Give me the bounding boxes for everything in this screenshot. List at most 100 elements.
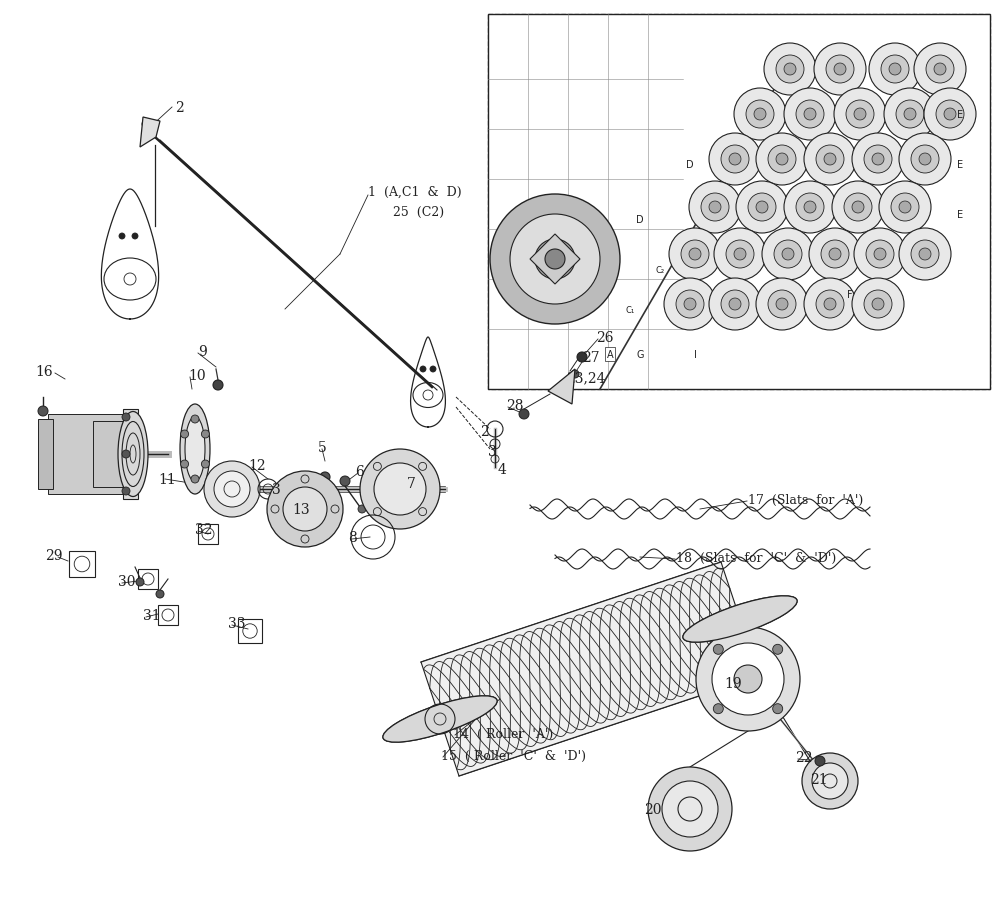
Circle shape: [764, 44, 816, 96]
Text: 17  (Slats  for  'A'): 17 (Slats for 'A'): [748, 493, 863, 506]
Bar: [488, 15, 990, 390]
Circle shape: [713, 704, 723, 714]
Circle shape: [420, 367, 426, 372]
Circle shape: [899, 202, 911, 214]
Circle shape: [201, 460, 209, 469]
Text: 2: 2: [175, 101, 184, 115]
Circle shape: [844, 194, 872, 221]
Circle shape: [122, 414, 130, 422]
Circle shape: [796, 194, 824, 221]
Text: 20: 20: [644, 802, 662, 816]
Circle shape: [709, 202, 721, 214]
Circle shape: [734, 249, 746, 261]
Circle shape: [746, 101, 774, 129]
Circle shape: [782, 249, 794, 261]
Ellipse shape: [180, 404, 210, 494]
Circle shape: [38, 406, 48, 416]
Circle shape: [754, 108, 766, 121]
Bar: [138, 570, 158, 589]
Circle shape: [756, 278, 808, 331]
Text: 11: 11: [158, 472, 176, 486]
Circle shape: [545, 250, 565, 269]
Text: 19: 19: [724, 676, 742, 690]
Circle shape: [709, 278, 761, 331]
Text: D: D: [686, 160, 694, 170]
Text: 9: 9: [198, 345, 207, 358]
Circle shape: [701, 194, 729, 221]
Circle shape: [181, 430, 189, 438]
Polygon shape: [548, 369, 575, 404]
Circle shape: [721, 290, 749, 319]
Circle shape: [762, 229, 814, 280]
Text: 6: 6: [355, 464, 364, 479]
Circle shape: [156, 590, 164, 598]
Ellipse shape: [185, 417, 205, 482]
Circle shape: [768, 290, 796, 319]
Circle shape: [919, 153, 931, 165]
Circle shape: [944, 108, 956, 121]
Text: 15  ( Roller  'C'  &  'D'): 15 ( Roller 'C' & 'D'): [441, 749, 586, 762]
Circle shape: [320, 472, 330, 482]
Circle shape: [891, 194, 919, 221]
Circle shape: [721, 146, 749, 174]
Bar: [158, 606, 178, 625]
Circle shape: [832, 182, 884, 233]
Circle shape: [201, 430, 209, 438]
Circle shape: [191, 475, 199, 483]
Text: 29: 29: [45, 549, 63, 562]
Text: E: E: [957, 210, 963, 220]
Text: 30: 30: [118, 574, 136, 588]
Text: 23,24: 23,24: [566, 370, 606, 384]
Circle shape: [358, 505, 366, 514]
Circle shape: [869, 44, 921, 96]
Circle shape: [804, 134, 856, 186]
Text: F: F: [847, 289, 853, 300]
Text: 14  ( Roller  'A'): 14 ( Roller 'A'): [453, 727, 553, 740]
Circle shape: [360, 449, 440, 529]
Circle shape: [804, 108, 816, 121]
Circle shape: [874, 249, 886, 261]
Circle shape: [280, 496, 290, 506]
Circle shape: [864, 146, 892, 174]
Text: 3: 3: [272, 482, 281, 496]
Bar: [198, 525, 218, 544]
Circle shape: [181, 460, 189, 469]
Polygon shape: [140, 118, 160, 148]
Circle shape: [784, 182, 836, 233]
Bar: [238, 619, 262, 643]
Circle shape: [119, 233, 125, 240]
Circle shape: [430, 367, 436, 372]
Text: 8: 8: [348, 530, 357, 544]
Text: 25  (C2): 25 (C2): [393, 205, 444, 219]
Circle shape: [681, 241, 709, 268]
Circle shape: [283, 487, 327, 531]
Circle shape: [776, 56, 804, 84]
Circle shape: [726, 241, 754, 268]
Circle shape: [340, 476, 350, 486]
Circle shape: [664, 278, 716, 331]
Circle shape: [815, 756, 825, 766]
Circle shape: [510, 215, 600, 305]
Circle shape: [914, 44, 966, 96]
Text: 1  (A,C1  &  D): 1 (A,C1 & D): [368, 186, 462, 199]
Circle shape: [852, 202, 864, 214]
Text: A: A: [607, 349, 613, 359]
Bar: [38, 420, 53, 490]
Circle shape: [824, 299, 836, 311]
Circle shape: [854, 108, 866, 121]
Circle shape: [911, 241, 939, 268]
Circle shape: [824, 153, 836, 165]
Circle shape: [834, 64, 846, 76]
Circle shape: [669, 229, 721, 280]
Circle shape: [519, 410, 529, 420]
Circle shape: [846, 101, 874, 129]
Circle shape: [559, 380, 567, 389]
Circle shape: [684, 299, 696, 311]
Circle shape: [904, 108, 916, 121]
Circle shape: [899, 229, 951, 280]
Circle shape: [748, 194, 776, 221]
Circle shape: [734, 665, 762, 693]
Bar: [488, 15, 683, 390]
Circle shape: [709, 134, 761, 186]
Bar: [488, 15, 990, 390]
